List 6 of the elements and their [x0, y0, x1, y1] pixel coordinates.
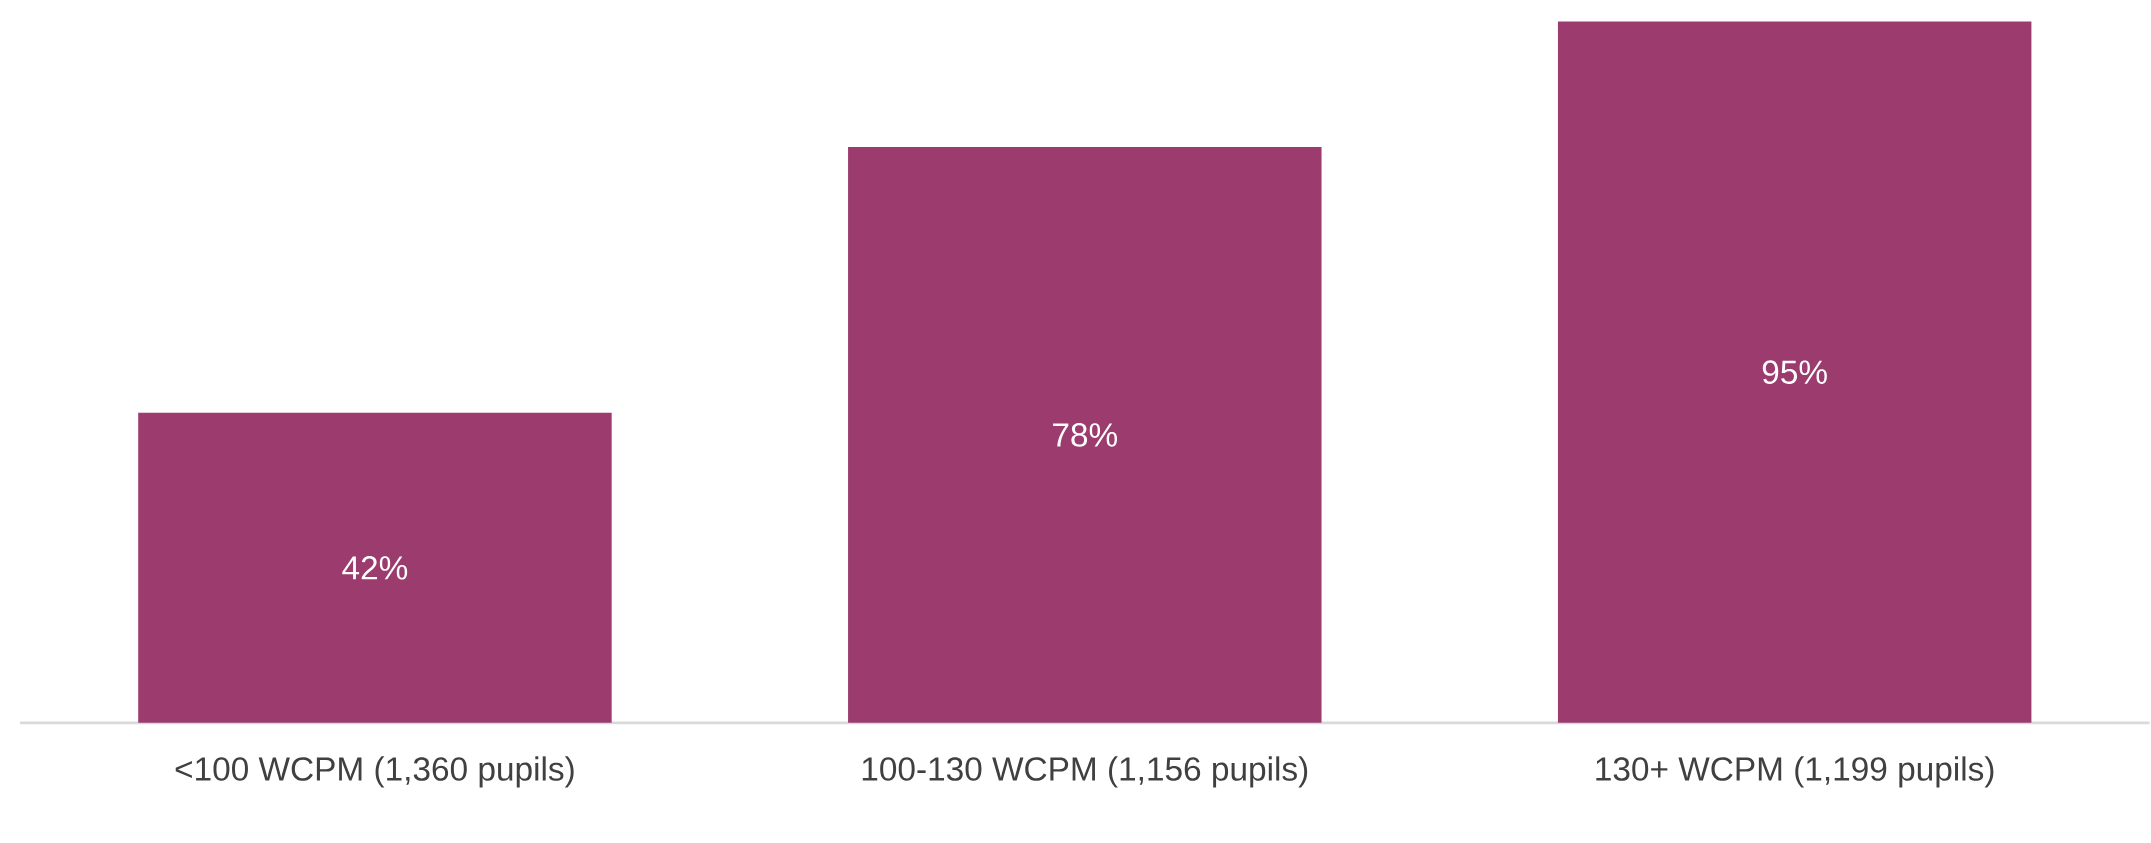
- data-label: 78%: [1053, 423, 1118, 447]
- x-tick-label: <100 WCPM (1,360 pupils): [175, 756, 574, 788]
- data-label: 95%: [1762, 360, 1827, 385]
- x-tick-label: 130+ WCPM (1,199 pupils): [1596, 756, 1994, 788]
- x-tick-label: 100-130 WCPM (1,156 pupils): [862, 756, 1308, 788]
- data-label: 42%: [342, 556, 408, 580]
